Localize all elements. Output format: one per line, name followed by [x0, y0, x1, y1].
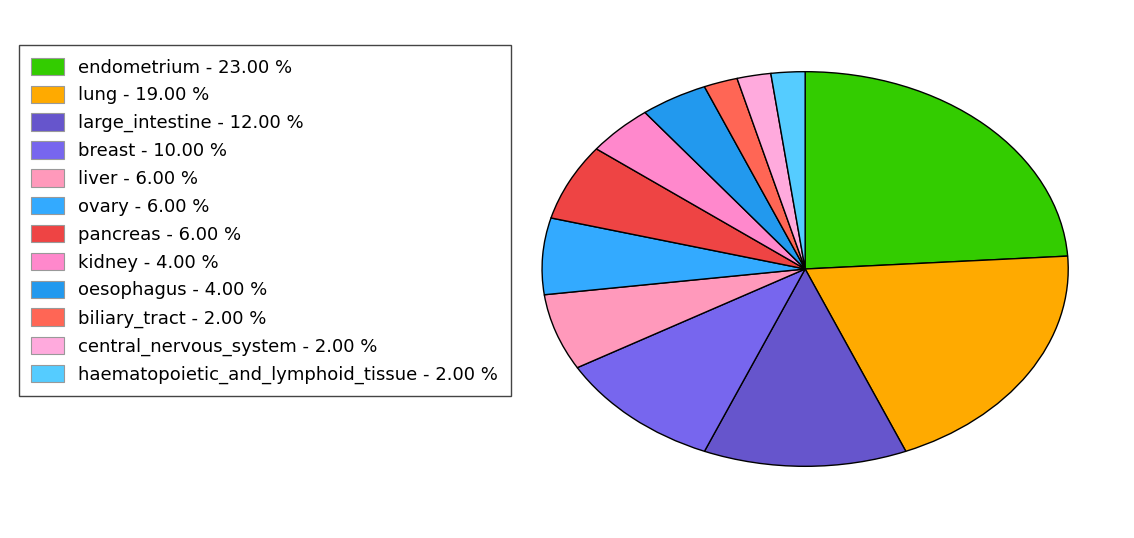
Legend: endometrium - 23.00 %, lung - 19.00 %, large_intestine - 12.00 %, breast - 10.00: endometrium - 23.00 %, lung - 19.00 %, l… — [18, 45, 510, 397]
Wedge shape — [704, 79, 805, 269]
Wedge shape — [805, 72, 1068, 269]
Wedge shape — [542, 218, 805, 295]
Wedge shape — [551, 149, 805, 269]
Wedge shape — [645, 87, 805, 269]
Wedge shape — [737, 73, 805, 269]
Wedge shape — [544, 269, 805, 367]
Wedge shape — [805, 256, 1068, 451]
Wedge shape — [771, 72, 805, 269]
Wedge shape — [704, 269, 906, 466]
Wedge shape — [577, 269, 805, 451]
Wedge shape — [596, 112, 805, 269]
